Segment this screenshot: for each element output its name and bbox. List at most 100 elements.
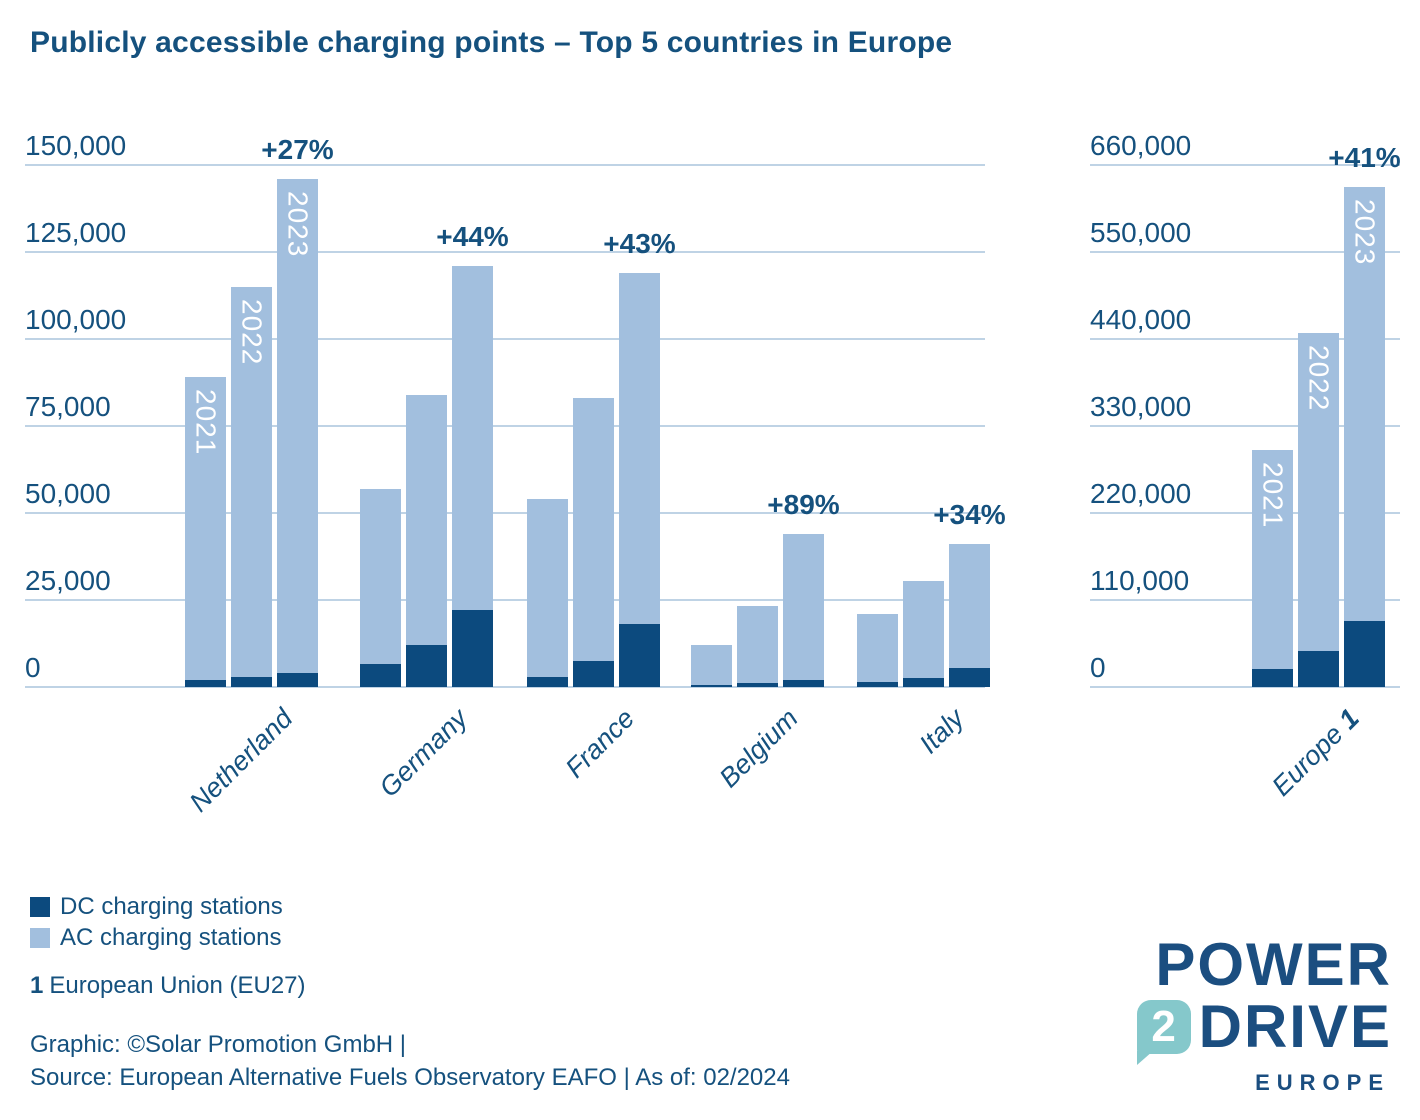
- logo-row-drive: 2 DRIVE: [1136, 997, 1392, 1065]
- year-label: 2021: [190, 389, 222, 456]
- dc-segment: [406, 645, 447, 687]
- grid-line: [1090, 338, 1400, 340]
- y-axis-tick-label: 25,000: [25, 565, 111, 596]
- y-axis-tick-label: 150,000: [25, 130, 127, 161]
- dc-segment: [231, 676, 272, 687]
- growth-label: +89%: [767, 488, 840, 520]
- dc-segment: [277, 673, 318, 687]
- y-axis-tick-label: 330,000: [1090, 391, 1192, 422]
- bar-germany-2021: [360, 488, 401, 687]
- legend: DC charging stations AC charging station…: [30, 891, 283, 953]
- logo-word-europe: EUROPE: [1255, 1070, 1390, 1095]
- bar-netherland-2023: 2023: [277, 178, 318, 687]
- bar-europe-2021: 2021: [1252, 449, 1293, 687]
- page-title: Publicly accessible charging points – To…: [30, 26, 953, 59]
- dc-segment: [691, 685, 732, 687]
- dc-segment: [857, 682, 898, 687]
- footnote-marker: 1: [30, 972, 44, 999]
- category-label: Netherland: [183, 703, 299, 818]
- y-axis-tick-label: 0: [1090, 652, 1106, 683]
- grid-line: [1090, 164, 1400, 166]
- category-footnote-marker: 1: [1333, 703, 1366, 735]
- grid-line: [25, 425, 985, 427]
- bar-france-2021: [527, 499, 568, 687]
- bar-france-2023: [619, 272, 660, 687]
- power2drive-logo: POWER 2 DRIVE EUROPE: [1136, 931, 1392, 1096]
- credit-source-line: Source: European Alternative Fuels Obser…: [30, 1064, 790, 1091]
- growth-label: +43%: [603, 227, 676, 259]
- legend-item-dc: DC charging stations: [30, 891, 283, 922]
- growth-label: +44%: [436, 220, 509, 252]
- growth-label: +27%: [261, 133, 334, 165]
- footnote-text: European Union (EU27): [49, 972, 306, 999]
- y-axis-tick-label: 550,000: [1090, 217, 1192, 248]
- bar-germany-2023: [452, 265, 493, 687]
- grid-line: [25, 251, 985, 253]
- bar-italy-2023: [949, 544, 990, 687]
- grid-line: [1090, 599, 1400, 601]
- y-axis-tick-label: 0: [25, 652, 41, 683]
- year-label: 2023: [1349, 199, 1381, 266]
- bar-italy-2021: [857, 613, 898, 687]
- bar-belgium-2023: [783, 533, 824, 687]
- legend-label-ac: AC charging stations: [60, 923, 282, 951]
- dc-segment: [185, 680, 226, 687]
- y-axis-tick-label: 125,000: [25, 217, 127, 248]
- grid-line: [1090, 425, 1400, 427]
- credits: Graphic: ©Solar Promotion GmbH | Source:…: [30, 1028, 790, 1094]
- growth-label: +41%: [1328, 142, 1401, 174]
- legend-label-dc: DC charging stations: [60, 892, 283, 920]
- dc-segment: [619, 624, 660, 687]
- y-axis-tick-label: 110,000: [1090, 565, 1190, 596]
- grid-line: [25, 686, 985, 688]
- logo-word-power: POWER: [1155, 931, 1392, 998]
- bar-europe-2023: 2023: [1344, 187, 1385, 687]
- dc-segment: [360, 664, 401, 687]
- year-label: 2021: [1257, 461, 1289, 529]
- dc-segment: [527, 676, 568, 687]
- grid-line: [25, 338, 985, 340]
- bar-germany-2022: [406, 394, 447, 687]
- credit-graphic-line: Graphic: ©Solar Promotion GmbH |: [30, 1031, 407, 1058]
- y-axis-tick-label: 75,000: [25, 391, 111, 422]
- category-label: Italy: [913, 703, 971, 760]
- bar-italy-2022: [903, 580, 944, 687]
- year-label: 2023: [282, 190, 314, 258]
- bar-europe-2022: 2022: [1298, 332, 1339, 687]
- dc-segment: [1344, 620, 1385, 687]
- bar-netherland-2021: 2021: [185, 377, 226, 687]
- bar-belgium-2021: [691, 645, 732, 687]
- dc-segment: [737, 683, 778, 687]
- bar-belgium-2022: [737, 605, 778, 687]
- ac-color-swatch: [30, 927, 50, 948]
- dc-segment: [949, 667, 990, 687]
- category-label: Germany: [373, 703, 474, 803]
- dc-segment: [573, 660, 614, 687]
- category-label: Europe 1: [1266, 703, 1366, 802]
- y-axis-tick-label: 660,000: [1090, 130, 1192, 161]
- grid-line: [1090, 512, 1400, 514]
- grid-line: [1090, 686, 1400, 688]
- growth-label: +34%: [933, 499, 1006, 531]
- year-label: 2022: [236, 298, 268, 366]
- footnote: 1 European Union (EU27): [30, 972, 306, 1000]
- y-axis-tick-label: 100,000: [25, 304, 127, 335]
- category-label: Belgium: [714, 703, 805, 794]
- grid-line: [1090, 251, 1400, 253]
- year-label: 2022: [1303, 344, 1335, 411]
- bar-netherland-2022: 2022: [231, 286, 272, 687]
- y-axis-tick-label: 440,000: [1090, 304, 1192, 335]
- logo-badge-digit: 2: [1151, 1002, 1176, 1051]
- grid-line: [25, 599, 985, 601]
- grid-line: [25, 512, 985, 514]
- logo-2-badge: 2: [1136, 1000, 1191, 1065]
- dc-color-swatch: [30, 896, 50, 917]
- y-axis-tick-label: 50,000: [25, 478, 111, 509]
- grid-line: [25, 164, 985, 166]
- category-label: France: [559, 703, 641, 784]
- y-axis-tick-label: 220,000: [1090, 478, 1192, 509]
- dc-segment: [452, 610, 493, 687]
- dc-segment: [1298, 651, 1339, 687]
- dc-segment: [903, 677, 944, 687]
